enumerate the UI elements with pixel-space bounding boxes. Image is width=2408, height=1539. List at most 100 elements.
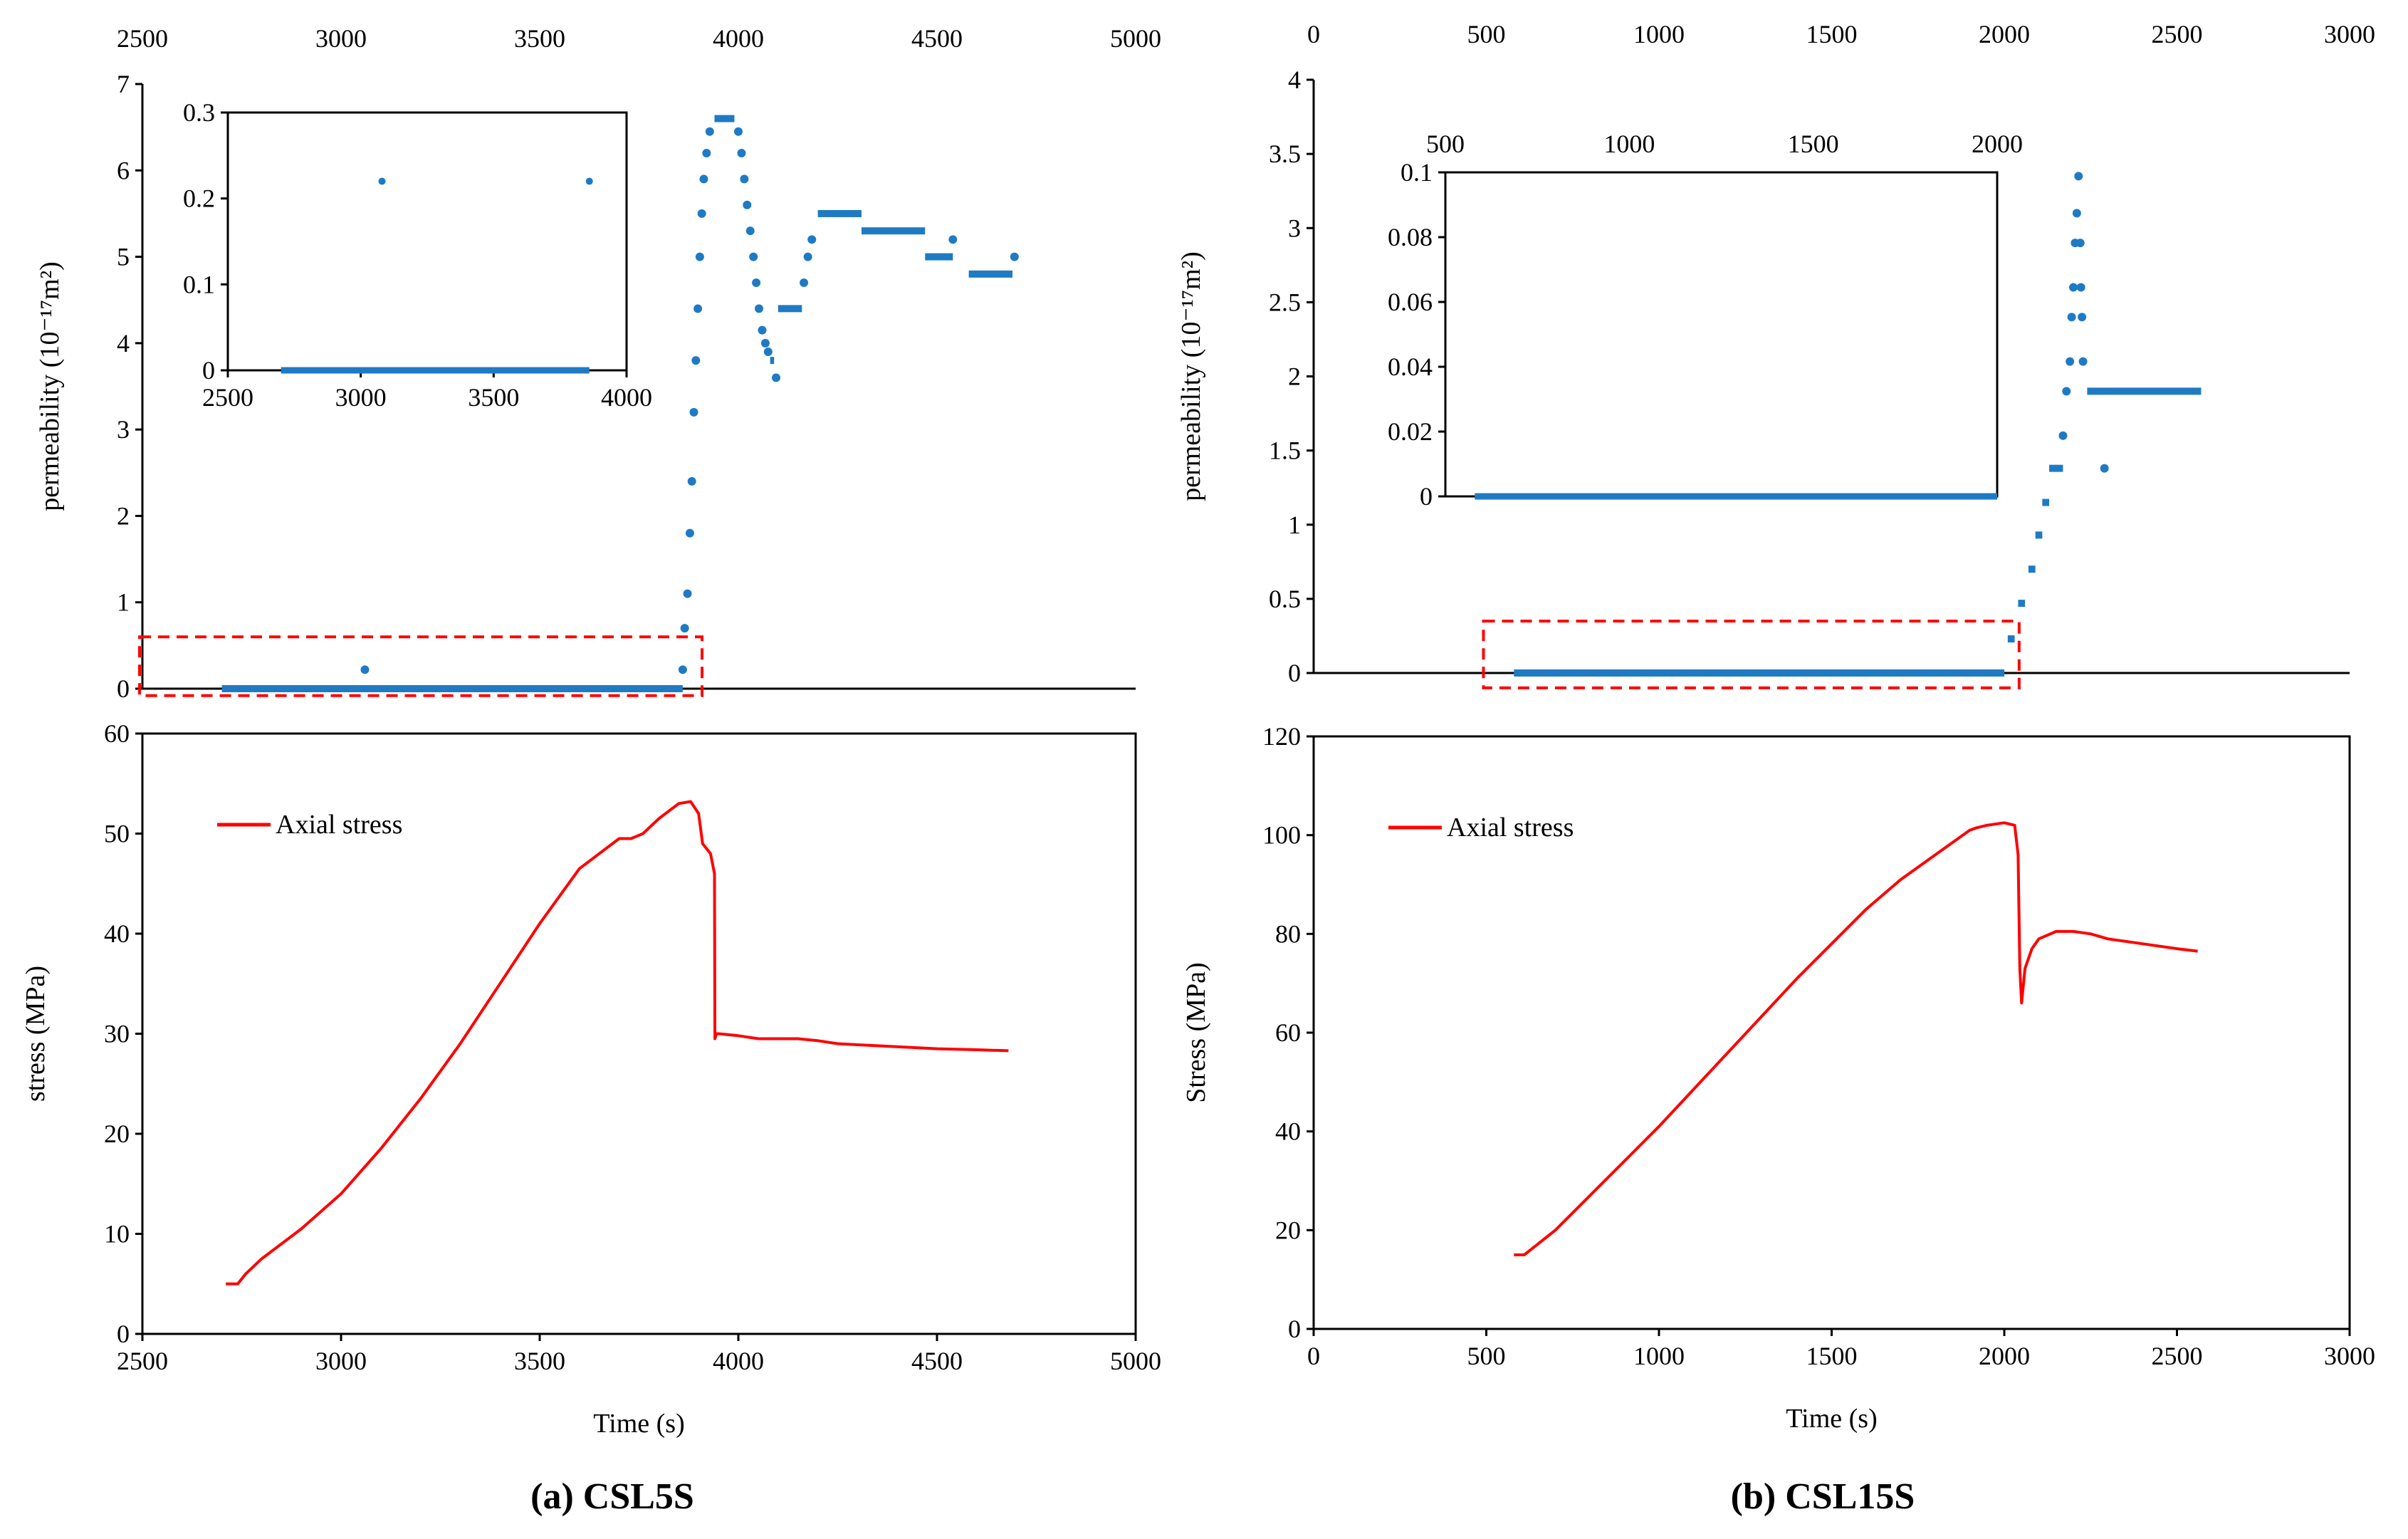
data-point: [689, 407, 698, 417]
x-tick-label: 3000: [335, 383, 387, 412]
panel-b-stress-chart: 0 20 40 60 80 100 120 0 500 1000 1500 2000 2500 3000 S…: [1181, 722, 2375, 1434]
data-segment: [861, 227, 926, 235]
y-tick-label: 0: [202, 356, 215, 385]
x-tick-label: 1500: [1788, 130, 1839, 158]
x-tick-label: 1000: [1633, 20, 1685, 48]
data-segment: [2018, 600, 2026, 607]
data-segment: [1514, 669, 2004, 677]
caption-right: (b) CSL15S: [1731, 1476, 1915, 1517]
y-tick-label: 10: [104, 1220, 130, 1248]
y-tick-label: 4: [117, 329, 130, 358]
y-tick-label: 0.5: [1269, 585, 1301, 613]
b-stress-frame: [1312, 735, 2351, 1330]
x-tick-label: 0: [1307, 20, 1320, 48]
x-tick-label: 1000: [1633, 1342, 1685, 1370]
data-point: [360, 665, 370, 674]
x-tick-label: 500: [1426, 130, 1465, 158]
y-tick-label: 0: [1288, 659, 1301, 687]
data-segment: [2042, 499, 2050, 506]
data-point: [745, 226, 755, 236]
y-tick-label: 0: [117, 1320, 130, 1348]
data-point: [2074, 172, 2083, 181]
x-tick-label: 2000: [1979, 1342, 2030, 1370]
y-tick-label: 20: [104, 1120, 130, 1148]
x-tick-label: 1500: [1806, 20, 1858, 48]
panel-a-permeability-chart: 0 1 2 3 4 5 6 7 2500 3000 3500 4000 4500 5000 permeabi…: [35, 24, 1161, 703]
zoom-highlight-box: [1482, 620, 2021, 689]
y-tick-label: 0: [1288, 1315, 1301, 1343]
y-tick-label: 3.5: [1269, 140, 1301, 168]
y-axis-title: Stress (MPa): [1181, 962, 1211, 1102]
data-segment: [2007, 635, 2015, 643]
x-tick-label: 3500: [468, 383, 519, 412]
data-point: [695, 252, 704, 261]
y-tick-label: 60: [104, 719, 130, 748]
data-point: [807, 235, 817, 244]
data-point: [772, 373, 781, 382]
x-tick-label: 3000: [2324, 20, 2375, 48]
data-point: [740, 174, 749, 184]
y-tick-label: 0.1: [1401, 158, 1433, 187]
data-point: [2078, 313, 2087, 322]
data-segment: [1475, 493, 1997, 500]
y-tick-label: 40: [104, 919, 130, 948]
x-tick-label: 2500: [202, 383, 253, 412]
data-point: [699, 174, 708, 184]
data-point: [2100, 464, 2109, 473]
data-point: [678, 665, 687, 674]
x-tick-label: 5000: [1110, 24, 1161, 53]
x-tick-label: 2500: [2152, 20, 2203, 48]
x-tick-label: 500: [1467, 1342, 1506, 1370]
data-point: [2058, 431, 2068, 440]
x-tick-label: 3500: [514, 24, 565, 53]
data-point: [378, 177, 386, 185]
y-tick-label: 1.5: [1269, 437, 1301, 465]
data-point: [803, 252, 812, 261]
x-tick-label: 3000: [2324, 1342, 2375, 1370]
y-axis-title: permeability (10⁻¹⁷m²): [1176, 251, 1206, 501]
data-point: [2075, 239, 2085, 248]
y-tick-label: 0.3: [183, 98, 215, 127]
y-tick-label: 0: [1420, 482, 1433, 511]
data-point: [743, 200, 752, 209]
panel-b-permeability-inset: 0 0.02 0.04 0.06 0.08 0.1500 1000 1500 2000: [1388, 130, 2023, 511]
data-point: [697, 209, 706, 218]
y-tick-label: 6: [117, 156, 130, 184]
data-point: [705, 127, 714, 136]
x-tick-label: 500: [1467, 20, 1506, 48]
data-point: [737, 149, 746, 158]
x-tick-label: 1500: [1806, 1342, 1858, 1370]
data-point: [702, 149, 711, 158]
data-point: [2069, 283, 2078, 292]
x-tick-label: 3500: [514, 1347, 565, 1375]
data-segment: [770, 357, 775, 365]
y-tick-label: 30: [104, 1020, 130, 1048]
b-perm-inset-frame: [1444, 171, 1999, 498]
data-point: [687, 476, 696, 486]
y-tick-label: 0.06: [1388, 288, 1433, 316]
data-point: [734, 127, 743, 136]
axial-stress-line: [226, 800, 1009, 1285]
x-tick-label: 4000: [713, 1347, 764, 1375]
panel-a-stress-chart: 0 10 20 30 40 50 60 2500 3000 3500 4000 4500 5000 str…: [21, 719, 1161, 1439]
y-tick-label: 50: [104, 820, 130, 848]
y-tick-label: 80: [1275, 919, 1301, 948]
data-point: [685, 528, 694, 538]
x-tick-label: 4000: [601, 383, 652, 412]
y-tick-label: 0.08: [1388, 223, 1433, 251]
data-point: [752, 278, 761, 287]
data-segment: [925, 253, 953, 261]
x-tick-label: 4500: [911, 1347, 963, 1375]
y-tick-label: 60: [1275, 1018, 1301, 1047]
y-tick-label: 40: [1275, 1117, 1301, 1146]
data-point: [758, 325, 767, 335]
data-point: [763, 347, 773, 356]
y-tick-label: 1: [117, 588, 130, 617]
caption-left: (a) CSL5S: [530, 1476, 694, 1517]
x-tick-label: 3000: [315, 24, 367, 53]
y-tick-label: 1: [1288, 511, 1301, 539]
x-axis-title: Time (s): [1786, 1404, 1877, 1434]
x-tick-label: 3000: [315, 1347, 367, 1375]
data-segment: [778, 305, 802, 313]
